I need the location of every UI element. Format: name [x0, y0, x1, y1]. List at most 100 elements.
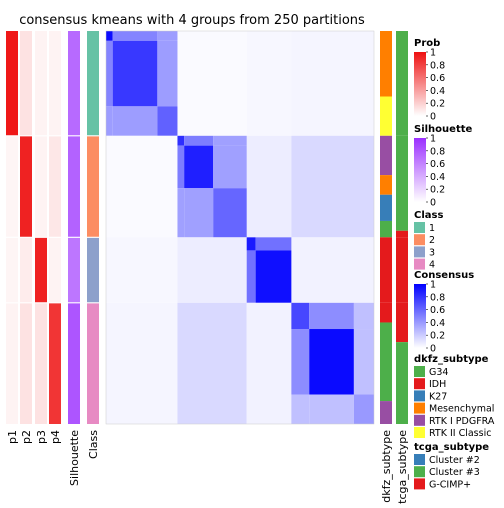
legend-title-dkfz-subtype: dkfz_subtype [414, 354, 489, 365]
legend-swatch-class [414, 234, 425, 246]
heatmap-subblock-2-3-3 [213, 188, 247, 238]
legend-bar-silhouette [414, 138, 426, 202]
column-label-silhouette: Silhouette [68, 430, 81, 486]
tcga-subtype-group-3-seg-1 [396, 237, 408, 303]
legend-swatch-dkfz-subtype [414, 366, 425, 377]
legend-tick-label-prob: 0.4 [430, 86, 445, 97]
prob-p3-group-1 [35, 31, 47, 136]
legend-tick-label-consensus: 1 [430, 280, 436, 291]
column-labels: p1 p2 p3 p4 Silhouette Class dkfz_subtype tcga_… [6, 430, 409, 504]
legend-swatch-dkfz-subtype [414, 378, 425, 390]
legend-tick-label-consensus: 0.2 [430, 331, 445, 342]
heatmap-subblock-4-3-1 [291, 394, 310, 424]
chart-title: consensus kmeans with 4 groups from 250 … [19, 13, 365, 28]
legend-title-consensus: Consensus [414, 270, 474, 281]
prob-p1-group-2 [6, 135, 18, 238]
silhouette-group-3 [68, 237, 80, 303]
dkfz-subtype-group-1-seg-1 [380, 31, 392, 97]
legend-swatch-dkfz-subtype [414, 390, 425, 402]
legend-bar-prob [414, 52, 426, 116]
legend-tick-label-prob: 0 [430, 112, 436, 123]
silhouette-group-4 [68, 302, 80, 424]
legend-tick-label-prob: 0.8 [430, 60, 445, 71]
legend-item-dkfz-subtype: K27 [429, 391, 447, 402]
heatmap-block-2-1 [106, 135, 178, 238]
prob-p3-group-3 [35, 237, 47, 303]
legend-swatch-class [414, 258, 425, 270]
legend-item-tcga-subtype: Cluster #3 [429, 467, 480, 478]
dkfz-subtype-group-2-seg-2 [380, 175, 392, 195]
heatmap-subblock-4-2-3 [353, 329, 374, 395]
prob-p4-group-2 [49, 135, 61, 238]
heatmap-subblock-3-1-2 [255, 237, 292, 251]
legend-swatch-class [414, 222, 425, 233]
heatmap-subblock-1-3-3 [157, 106, 178, 136]
legend-title-prob: Prob [414, 38, 440, 49]
tcga-subtype-group-2-seg-2 [396, 230, 408, 238]
heatmap-subblock-1-1-3 [157, 31, 178, 41]
prob-p1-group-4 [6, 302, 18, 424]
legend-tick-label-prob: 0.6 [430, 73, 445, 84]
heatmap-block-3-1 [106, 237, 178, 303]
legend-swatch-tcga-subtype [414, 478, 425, 490]
legend-tick-label-consensus: 0.6 [430, 305, 445, 316]
tcga-subtype-group-4-seg-1 [396, 302, 408, 343]
tcga-subtype-group-1-seg-1 [396, 31, 408, 136]
silhouette-group-1 [68, 31, 80, 136]
prob-p1-group-3 [6, 237, 18, 303]
heatmap-subblock-4-3-3 [353, 394, 374, 424]
heatmap-block-2-4 [291, 135, 374, 238]
heatmap-subblock-1-3-2 [112, 106, 158, 136]
heatmap-block-3-4 [291, 237, 374, 303]
class-group-2 [87, 135, 99, 238]
prob-p3-group-2 [35, 135, 47, 238]
heatmap-subblock-2-1-2 [184, 135, 214, 146]
legend-swatch-dkfz-subtype [414, 414, 425, 426]
heatmap-subblock-1-2-2 [112, 40, 158, 107]
tcga-subtype-group-2-seg-1 [396, 135, 408, 231]
legend-title-tcga-subtype: tcga_subtype [414, 442, 489, 453]
legend-tick-label-silhouette: 0.4 [430, 172, 445, 183]
legend-tick-label-silhouette: 0.2 [430, 185, 445, 196]
legend-item-dkfz-subtype: IDH [429, 379, 446, 390]
heatmap-subblock-2-2-1 [177, 145, 185, 189]
prob-p2-group-2 [20, 135, 32, 238]
heatmap-block-4-3 [246, 302, 292, 424]
legend-item-tcga-subtype: G-CIMP+ [429, 479, 471, 490]
prob-p2-group-1 [20, 31, 32, 136]
column-label-p4: p4 [49, 430, 62, 444]
heatmap-block-4-1 [106, 302, 178, 424]
legend-tick-label-silhouette: 1 [430, 134, 436, 145]
heatmap-block-3-2 [177, 237, 247, 303]
heatmap-subblock-1-2-1 [106, 40, 113, 107]
dkfz-subtype-group-3-seg-1 [380, 237, 392, 303]
tcga-subtype-group-4-seg-2 [396, 342, 408, 424]
legend-item-dkfz-subtype: Mesenchymal [429, 404, 494, 415]
legend-swatch-dkfz-subtype [414, 402, 425, 414]
legend-swatch-tcga-subtype [414, 466, 425, 478]
legend-tick-label-silhouette: 0 [430, 198, 436, 209]
heatmap-frame [105, 30, 375, 425]
dkfz-subtype-group-4-seg-2 [380, 322, 392, 402]
legend-bar-consensus [414, 284, 426, 348]
prob-p3-group-4 [35, 302, 47, 424]
left-annotation-columns [4, 31, 100, 424]
class-group-3 [87, 237, 99, 303]
legend-tick-label-prob: 1 [430, 48, 436, 59]
heatmap-subblock-2-2-2 [184, 145, 214, 189]
legend-swatch-dkfz-subtype [414, 427, 425, 438]
legend-tick-label-silhouette: 0.8 [430, 146, 445, 157]
heatmap-subblock-2-2-3 [213, 145, 247, 189]
prob-p2-group-4 [20, 302, 32, 424]
column-label-p2: p2 [20, 430, 33, 444]
legend-item-class: 2 [429, 235, 435, 246]
heatmap-subblock-4-2-1 [291, 329, 310, 395]
heatmap-block-1-3 [246, 31, 292, 136]
legend-swatch-class [414, 246, 425, 258]
legend-item-dkfz-subtype: G34 [429, 367, 448, 378]
legend-tick-label-consensus: 0.8 [430, 292, 445, 303]
legend-tick-label-consensus: 0 [430, 344, 436, 355]
prob-p4-group-1 [49, 31, 61, 136]
legend-title-class: Class [414, 210, 443, 221]
